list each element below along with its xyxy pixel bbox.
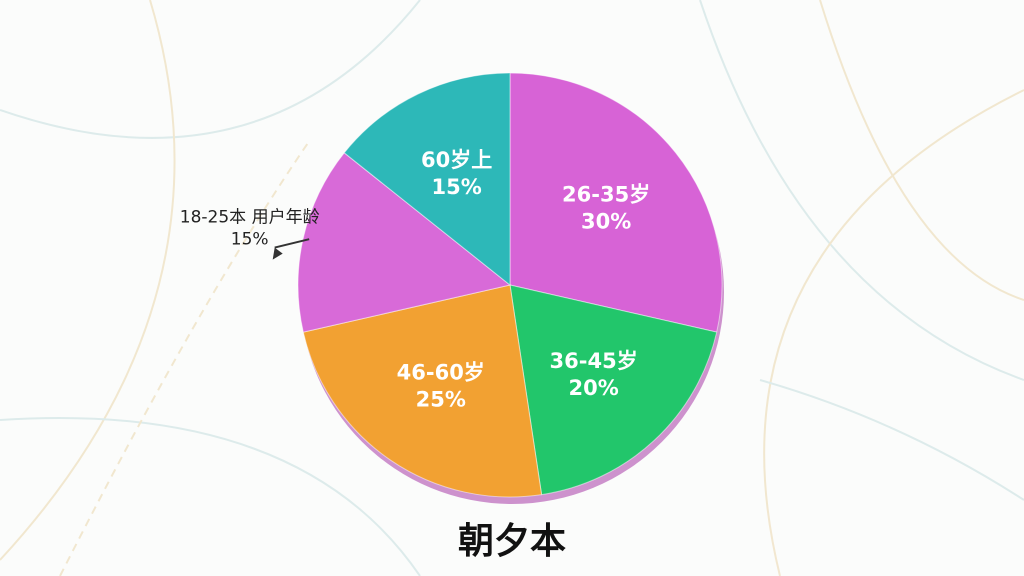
category-label: 60岁上 [421,148,492,172]
value-label: 20% [569,376,619,400]
chart-title: 朝夕本 [458,521,566,562]
pie-slice [297,152,512,333]
value-label: 25% [416,388,466,412]
category-label: 18-25本 用户年龄 [180,208,320,228]
category-label: 46-60岁 [397,361,485,385]
category-label: 36-45岁 [550,349,638,373]
value-label: 15% [432,175,482,199]
pie-slice [302,284,543,498]
label-arrow [274,238,310,249]
pie-slice [343,72,511,287]
pie: 26-35岁 30% 36-45岁 20% 46-60岁 25% 60岁上 15% [297,72,723,498]
value-label: 30% [581,209,631,233]
pie-slice [509,72,723,333]
arrow-head [272,247,283,260]
category-label: 26-35岁 [562,182,650,206]
value-label: 15% [231,230,269,250]
pie-slice [509,284,718,496]
